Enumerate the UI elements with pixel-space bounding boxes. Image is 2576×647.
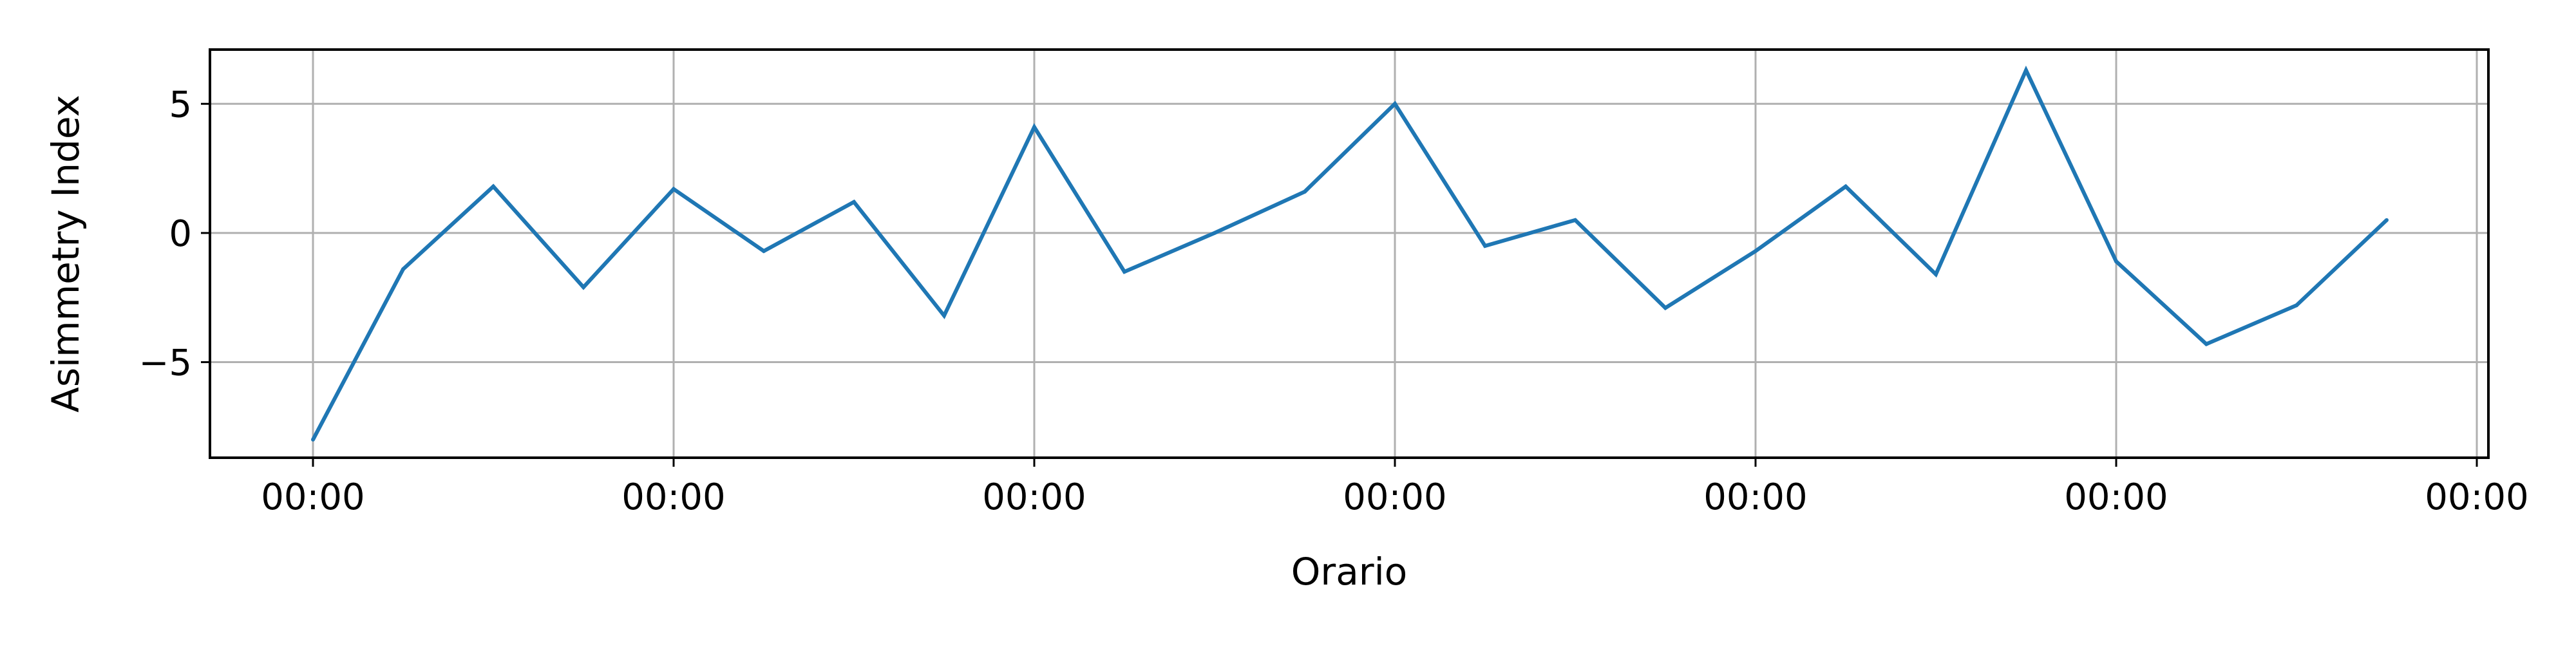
data-point	[311, 437, 315, 442]
data-point	[1573, 218, 1577, 222]
x-tick-label: 00:00	[261, 476, 365, 518]
data-point	[491, 184, 495, 189]
data-point	[762, 248, 766, 253]
x-tick-label: 00:00	[621, 476, 725, 518]
data-point	[2114, 259, 2118, 264]
data-point	[672, 187, 676, 191]
y-axis-label: Asimmetry Index	[44, 95, 88, 413]
data-point	[2295, 303, 2298, 308]
data-point	[2204, 342, 2208, 346]
series-line	[311, 65, 2389, 441]
data-point	[1213, 230, 1217, 235]
data-point	[942, 314, 946, 318]
data-point	[1844, 184, 1848, 189]
grid-layer	[210, 50, 2488, 458]
data-point	[1754, 248, 1757, 253]
data-point	[1393, 102, 1397, 106]
data-point	[2024, 68, 2028, 73]
x-tick-label: 00:00	[1703, 476, 1807, 518]
x-tick-label: 00:00	[2064, 476, 2168, 518]
data-point	[401, 267, 405, 272]
data-point	[1303, 189, 1307, 194]
data-point	[1122, 270, 1126, 274]
y-tick-label: −5	[138, 342, 192, 384]
data-point	[1663, 306, 1667, 310]
series-layer	[311, 65, 2389, 442]
x-tick-label: 00:00	[1343, 476, 1446, 518]
x-tick-label: 00:00	[2425, 476, 2528, 518]
y-tick-label: 5	[169, 84, 192, 126]
tick-layer: 00:00 00:00 00:00 00:00 00:00 00:00 00:00 −5 0 5	[138, 84, 2528, 518]
data-point	[1934, 272, 1938, 277]
data-point	[1483, 243, 1487, 248]
x-axis-label: Orario	[1291, 550, 1408, 594]
plot-frame	[209, 48, 2490, 459]
y-tick-label: 0	[169, 213, 192, 255]
data-point	[852, 200, 856, 204]
data-point	[2385, 218, 2389, 222]
x-tick-label: 00:00	[982, 476, 1086, 518]
data-point	[1032, 125, 1036, 129]
data-point	[582, 285, 585, 290]
